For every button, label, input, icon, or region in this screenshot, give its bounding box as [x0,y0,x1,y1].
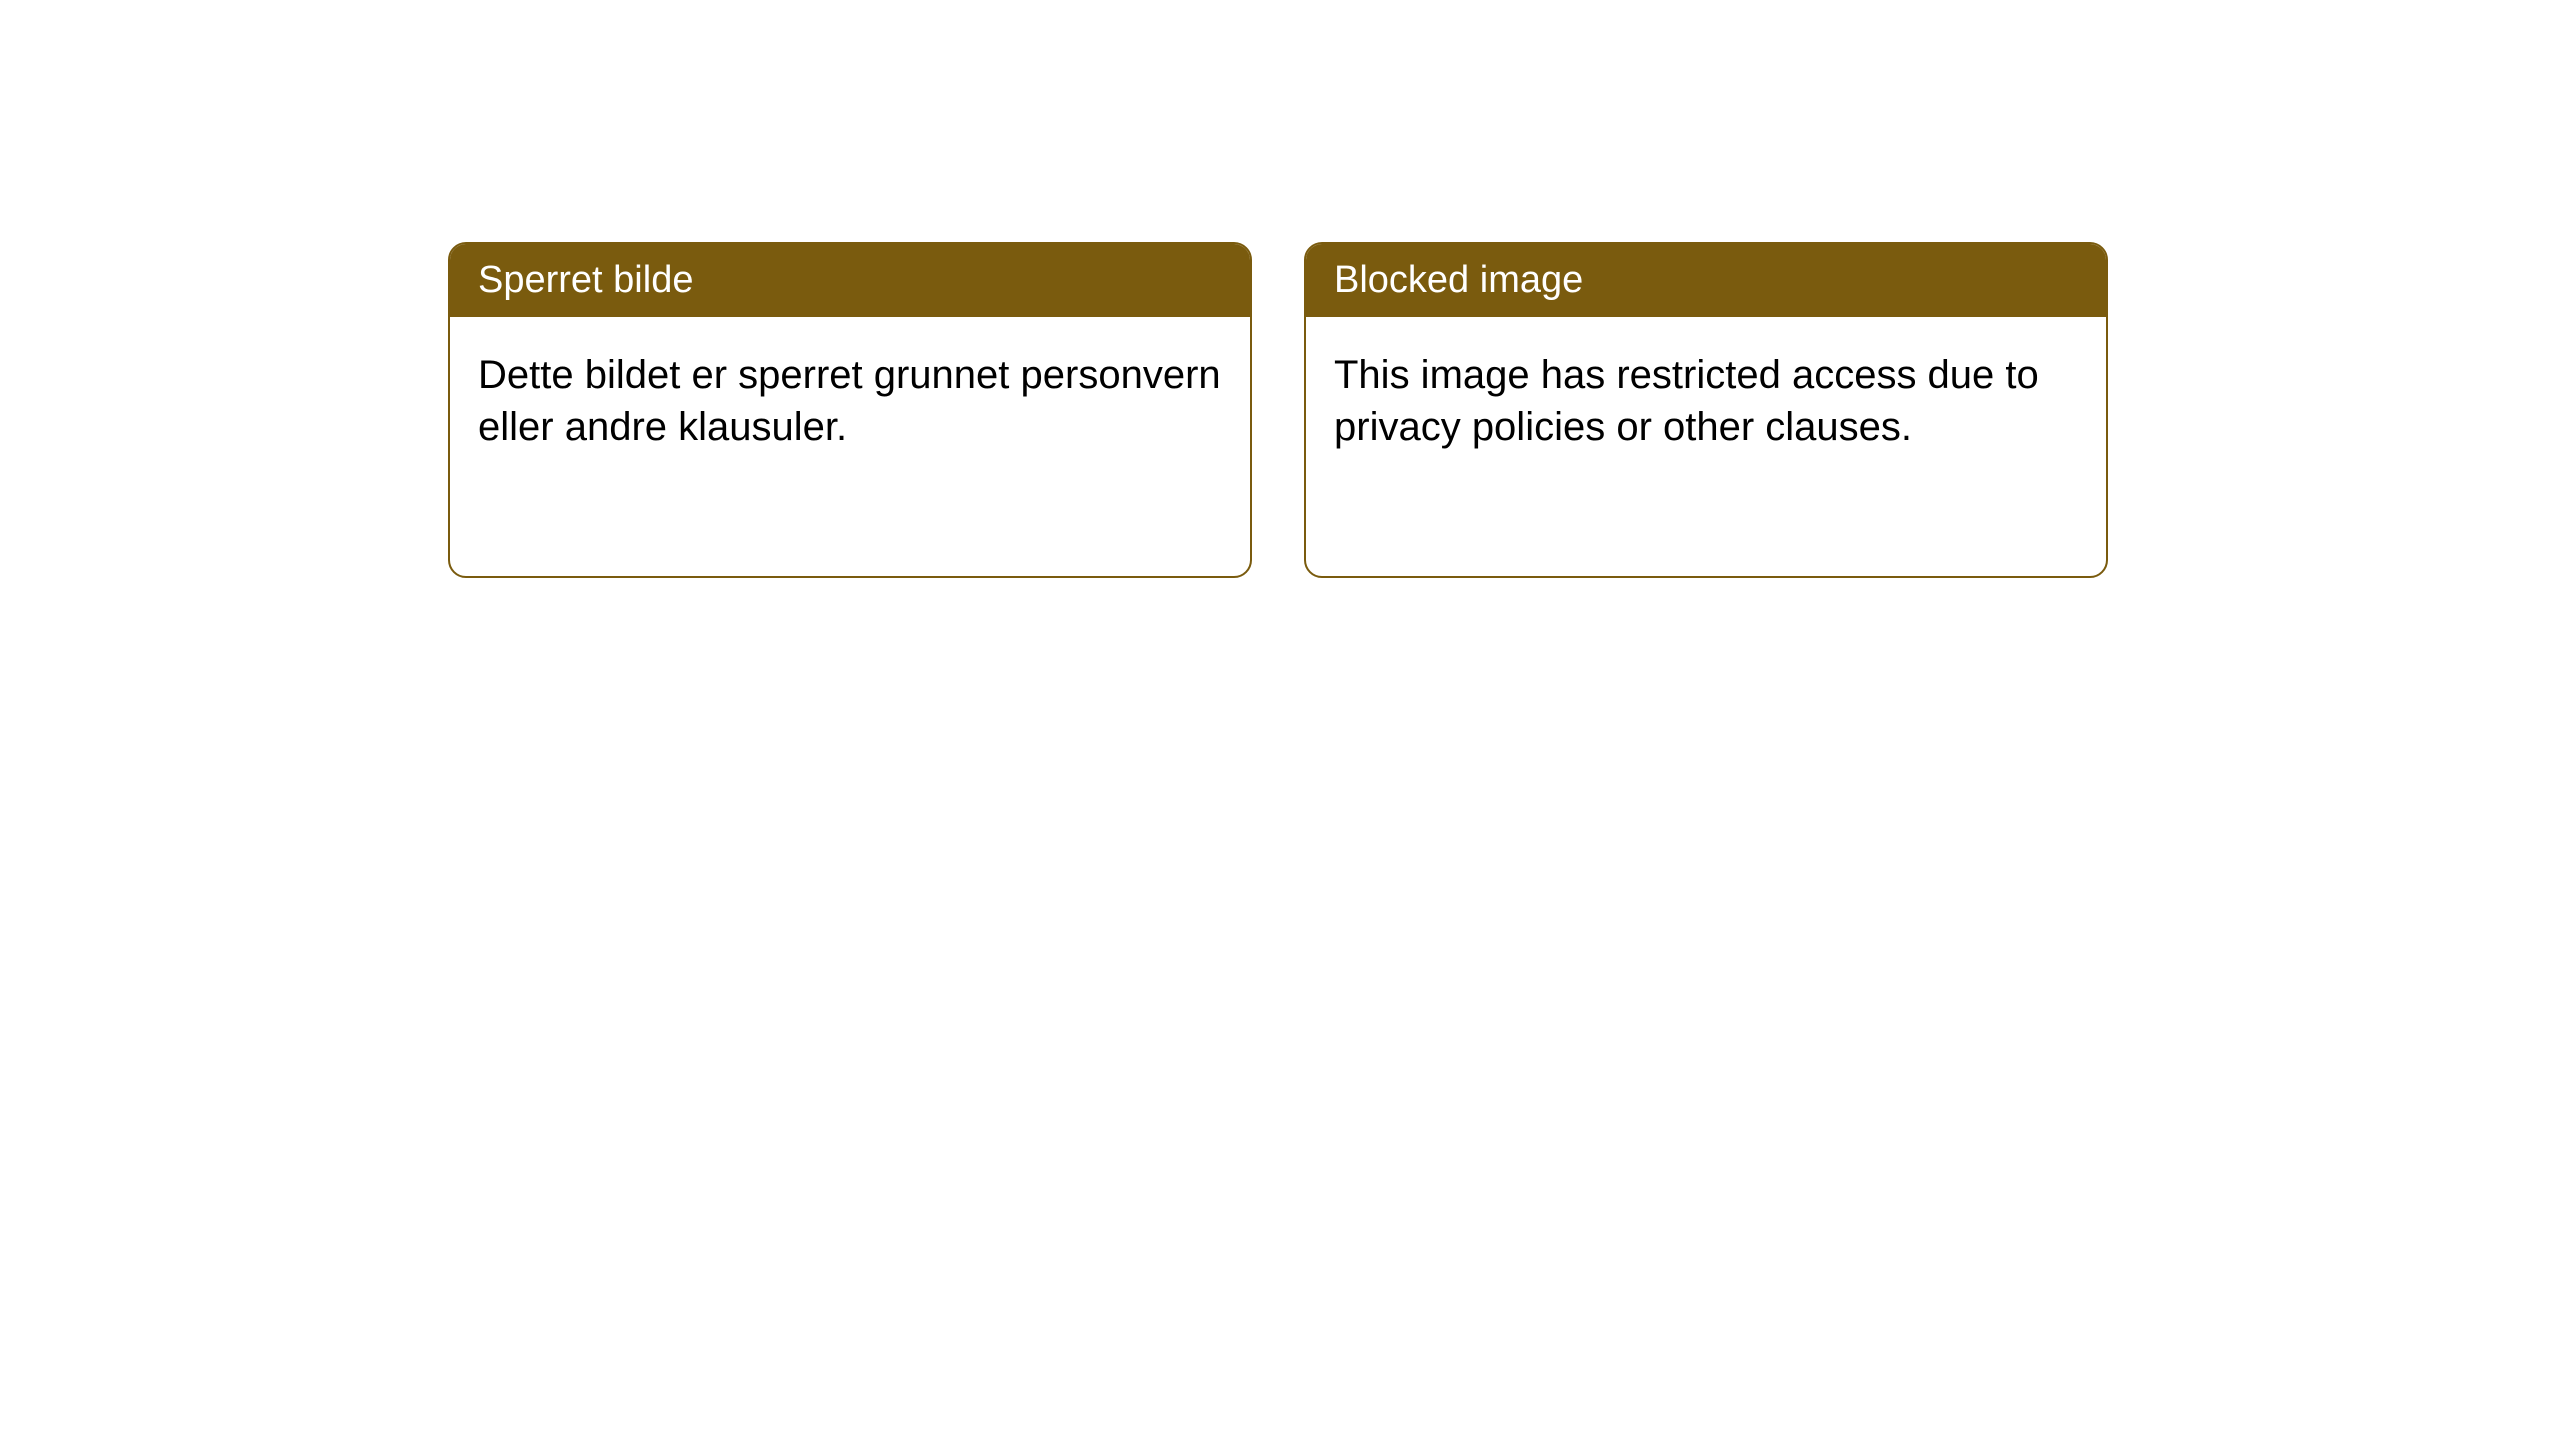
notice-header-no: Sperret bilde [450,244,1250,317]
notice-header-en: Blocked image [1306,244,2106,317]
notice-card-en: Blocked image This image has restricted … [1304,242,2108,578]
notice-body-en: This image has restricted access due to … [1306,317,2106,485]
notice-body-no: Dette bildet er sperret grunnet personve… [450,317,1250,485]
notice-container: Sperret bilde Dette bildet er sperret gr… [448,242,2108,578]
notice-card-no: Sperret bilde Dette bildet er sperret gr… [448,242,1252,578]
